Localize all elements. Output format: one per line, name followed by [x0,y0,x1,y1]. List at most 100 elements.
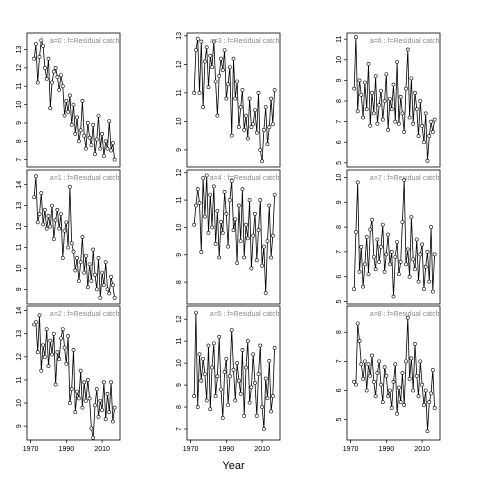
point [57,88,62,92]
point [423,111,428,116]
point [213,241,218,246]
point [270,394,275,398]
point [42,354,47,359]
point [263,105,268,110]
point [78,368,83,373]
point [219,387,223,392]
point [202,372,207,376]
point [211,39,216,44]
point [224,356,229,361]
point [37,212,42,216]
point [75,256,79,260]
point [254,130,259,135]
point [39,368,44,373]
y-tick-label: 9 [176,148,183,152]
point [107,119,112,124]
panel-title: a=8 : f=Residual catch [370,311,440,318]
point [64,361,69,366]
point [370,217,374,222]
panel-frame [186,169,281,305]
x-tick-label: 1970 [23,446,39,453]
point [377,359,382,364]
point [96,414,101,419]
y-tick-label: 7 [16,158,23,162]
point [98,146,103,151]
point [402,130,407,134]
point [69,122,74,127]
point [420,382,425,387]
point [371,254,376,259]
point [62,345,67,350]
point [396,385,401,390]
point [41,222,45,227]
series-line [353,179,435,297]
point [76,139,81,144]
y-tick-label: 6 [336,388,343,392]
point [204,398,209,403]
point [242,255,247,260]
point [73,132,78,136]
point [206,230,211,235]
point [359,92,364,97]
point [238,105,243,110]
y-tick-label: 11 [176,337,183,344]
point [407,274,412,279]
point [93,152,97,157]
x-axis-label: Year [222,460,245,472]
point [416,134,421,138]
y-tick-label: 10 [176,117,183,125]
y-tick-label: 11 [336,35,343,42]
panel-frame [26,305,121,441]
y-tick-label: 9 [16,121,23,125]
point [423,264,428,269]
point [66,334,71,338]
point [85,285,90,290]
point [370,90,374,95]
point [66,110,71,114]
point [71,102,76,107]
point [112,157,117,162]
point [44,76,49,81]
point [361,284,365,289]
point [244,365,248,370]
point [102,283,106,288]
point [94,137,99,142]
point [362,262,367,267]
point [204,173,209,178]
point [425,429,430,434]
point [37,313,42,318]
point [355,180,360,185]
point [46,214,51,218]
panel-frame [26,32,121,168]
point [60,327,65,332]
point [267,203,272,208]
point [73,410,78,415]
point [432,117,437,122]
point [357,339,362,343]
point [256,228,261,233]
point [228,198,232,202]
point [231,56,236,61]
point [98,295,103,300]
point [371,379,376,384]
point [366,62,371,66]
point [238,239,243,244]
point [39,191,44,195]
point [379,382,383,387]
y-tick-label: 8 [16,139,23,143]
point [102,154,106,158]
point [103,260,108,265]
point [98,398,103,403]
series-line [33,315,115,438]
point [430,130,435,134]
point [386,127,391,132]
panel-title: a=2 : f=Residual catch [50,311,120,318]
point [53,65,58,70]
point [354,382,358,387]
point [414,374,419,378]
point [262,427,266,431]
y-tick-label: 12 [176,315,183,323]
x-tick-label: 2010 [414,446,430,453]
point [247,198,252,202]
point [103,139,108,144]
